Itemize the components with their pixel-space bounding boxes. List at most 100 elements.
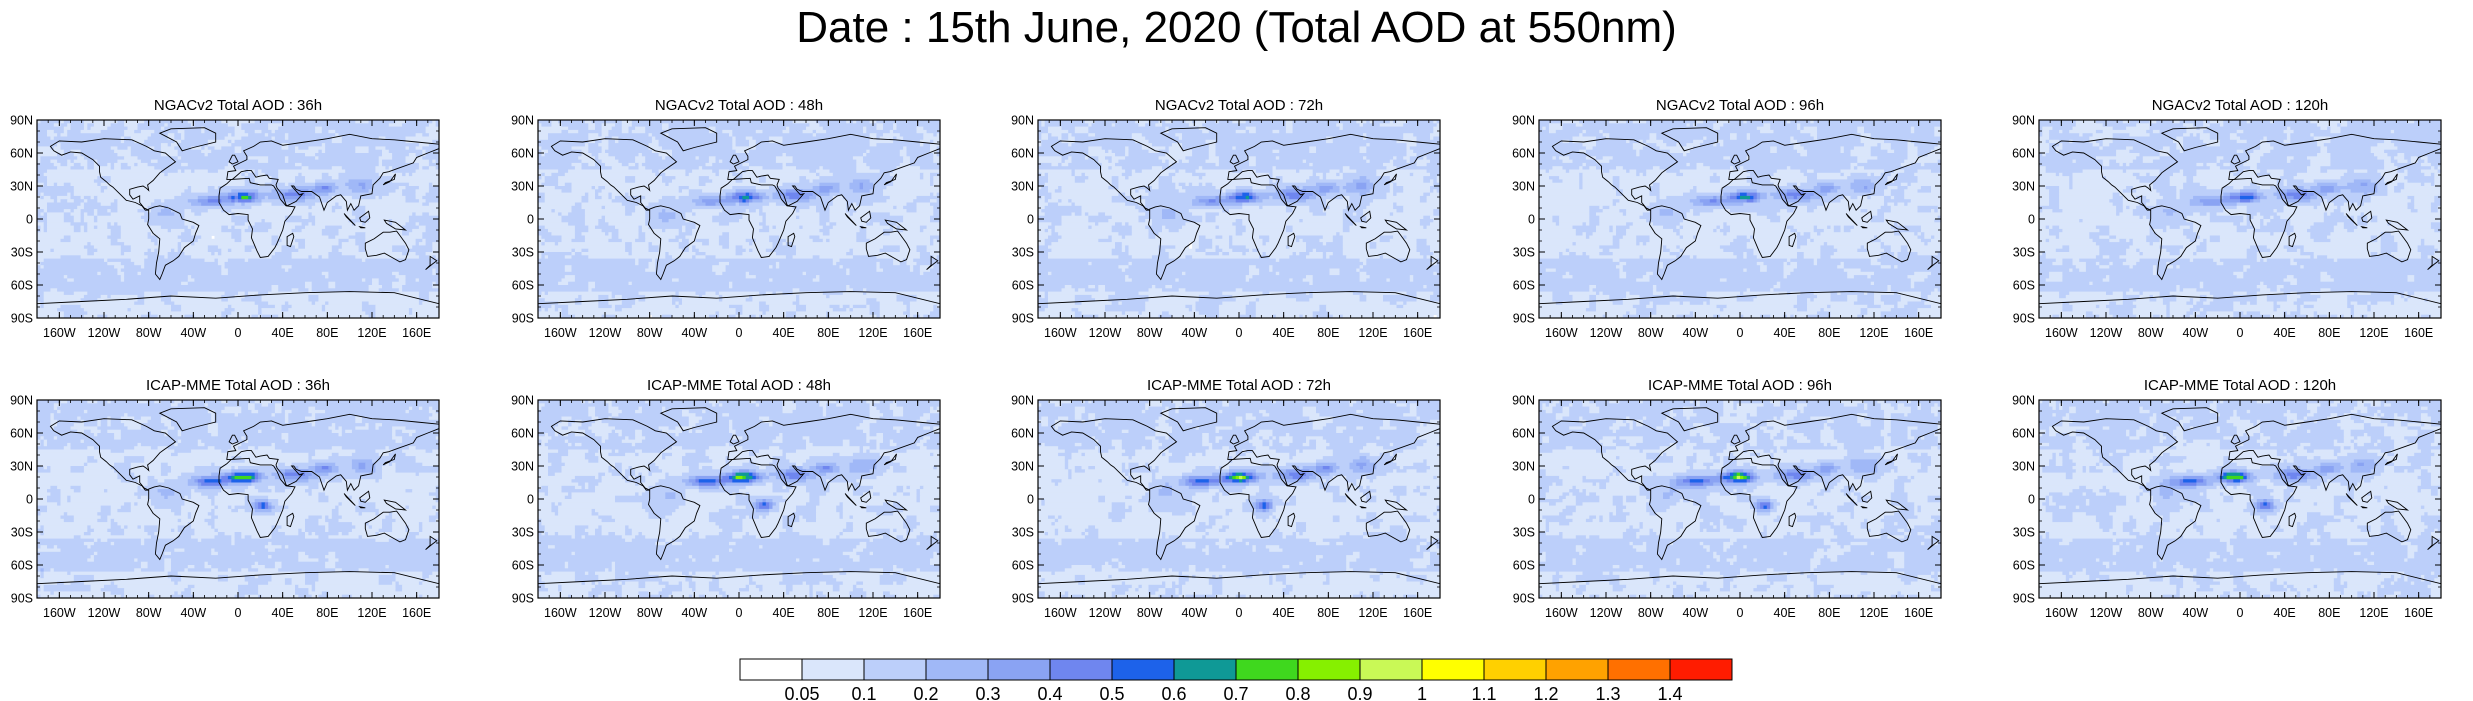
lon-tick-label: 120W	[589, 326, 622, 340]
lat-tick-label: 30S	[512, 526, 534, 540]
map-panel: NGACv2 Total AOD : 120h 90N 60N 30N 0 30S 60S 9…	[2012, 97, 2442, 340]
lon-tick-label: 160W	[2045, 326, 2078, 340]
lon-tick-label: 160W	[43, 326, 76, 340]
lat-tick-label: 90N	[2012, 114, 2035, 128]
colorbar-swatch	[1545, 658, 1609, 681]
lon-tick-label: 0	[235, 326, 242, 340]
lat-tick-label: 60S	[512, 559, 534, 573]
lon-tick-label: 80W	[637, 326, 663, 340]
lat-tick-label: 0	[1027, 213, 1034, 227]
map-panel: ICAP-MME Total AOD : 72h 90N 60N 30N 0 30S 60S…	[1011, 377, 1441, 620]
lon-tick-label: 80E	[817, 606, 839, 620]
lon-tick-label: 160W	[2045, 606, 2078, 620]
lon-tick-label: 40E	[773, 606, 795, 620]
lat-tick-label: 30N	[511, 180, 534, 194]
lat-tick-label: 0	[1528, 213, 1535, 227]
lon-tick-label: 40W	[2182, 326, 2208, 340]
lat-tick-label: 0	[527, 213, 534, 227]
lon-tick-label: 120E	[2359, 326, 2388, 340]
lat-tick-label: 0	[2028, 493, 2035, 507]
colorbar-label: 0.4	[1037, 684, 1062, 701]
lon-tick-label: 40E	[272, 326, 294, 340]
coastlines	[2039, 127, 2441, 318]
panel-title: NGACv2 Total AOD : 48h	[655, 97, 823, 114]
lat-tick-label: 60S	[11, 559, 33, 573]
panel-title: NGACv2 Total AOD : 36h	[154, 97, 322, 114]
colorbar-label: 1	[1417, 684, 1427, 701]
lon-tick-label: 160W	[1044, 326, 1077, 340]
lon-tick-label: 160E	[1403, 606, 1432, 620]
lat-tick-label: 30S	[11, 246, 33, 260]
lon-tick-label: 80W	[1638, 326, 1664, 340]
colorbar-label: 0.1	[851, 684, 876, 701]
coastlines	[37, 407, 439, 598]
lon-tick-label: 160W	[544, 606, 577, 620]
lat-tick-label: 90N	[10, 394, 33, 408]
lon-tick-label: 160W	[1044, 606, 1077, 620]
map-panel: ICAP-MME Total AOD : 120h 90N 60N 30N 0 30S 60…	[2012, 377, 2442, 620]
lat-tick-label: 60S	[2013, 279, 2035, 293]
lat-tick-label: 30S	[1513, 526, 1535, 540]
lon-tick-label: 160E	[1904, 606, 1933, 620]
aod-field	[1038, 400, 1440, 598]
lon-tick-label: 0	[2237, 326, 2244, 340]
colorbar-swatch	[1607, 658, 1671, 681]
colorbar-swatch	[1483, 658, 1547, 681]
colorbar-swatch	[987, 658, 1051, 681]
lon-tick-label: 160E	[402, 606, 431, 620]
lon-tick-label: 120W	[2090, 606, 2123, 620]
colorbar-label: 0.3	[975, 684, 1000, 701]
coastlines	[538, 407, 940, 598]
lat-tick-label: 60N	[1512, 427, 1535, 441]
lon-tick-label: 160E	[1403, 326, 1432, 340]
colorbar-swatch	[801, 658, 865, 681]
lon-tick-label: 80E	[316, 606, 338, 620]
lon-tick-label: 160W	[544, 326, 577, 340]
lon-tick-label: 160E	[2404, 326, 2433, 340]
lat-tick-label: 90S	[1513, 592, 1535, 606]
lat-tick-label: 0	[1027, 493, 1034, 507]
lat-tick-label: 30S	[1012, 246, 1034, 260]
colorbar-label: 0.05	[784, 684, 819, 701]
lat-tick-label: 60N	[511, 427, 534, 441]
lat-tick-label: 90S	[11, 592, 33, 606]
lat-tick-label: 30N	[1512, 180, 1535, 194]
lat-tick-label: 90S	[1513, 312, 1535, 326]
lon-tick-label: 0	[1236, 326, 1243, 340]
colorbar: 0.05 0.1 0.2 0.3 0.4 0.5 0.6 0.7 0.8 0.9 1 1.1 1.2 1.…	[739, 658, 1733, 701]
lon-tick-label: 0	[2237, 606, 2244, 620]
lat-tick-label: 30N	[511, 460, 534, 474]
lat-tick-label: 0	[1528, 493, 1535, 507]
lat-tick-label: 60N	[10, 427, 33, 441]
lon-tick-label: 40E	[773, 326, 795, 340]
lat-tick-label: 90N	[2012, 394, 2035, 408]
lat-tick-label: 60S	[2013, 559, 2035, 573]
lon-tick-label: 0	[1737, 606, 1744, 620]
lon-tick-label: 120E	[858, 606, 887, 620]
lat-tick-label: 30S	[1012, 526, 1034, 540]
lon-tick-label: 40E	[1273, 326, 1295, 340]
lon-tick-label: 0	[1236, 606, 1243, 620]
lon-tick-label: 0	[235, 606, 242, 620]
lat-tick-label: 60N	[1011, 427, 1034, 441]
lat-tick-label: 90S	[512, 312, 534, 326]
coastlines	[538, 127, 940, 318]
lat-tick-label: 0	[26, 213, 33, 227]
lon-tick-label: 80W	[136, 606, 162, 620]
lon-tick-label: 40W	[180, 326, 206, 340]
lon-tick-label: 40W	[1181, 326, 1207, 340]
colorbar-swatch	[1359, 658, 1423, 681]
lat-tick-label: 60S	[512, 279, 534, 293]
lat-tick-label: 30S	[1513, 246, 1535, 260]
aod-field	[37, 120, 439, 318]
lon-tick-label: 120E	[1859, 326, 1888, 340]
colorbar-label: 1.2	[1533, 684, 1558, 701]
lat-tick-label: 90S	[2013, 312, 2035, 326]
lat-tick-label: 30N	[1011, 460, 1034, 474]
lat-tick-label: 30N	[1512, 460, 1535, 474]
lat-tick-label: 60S	[1513, 279, 1535, 293]
panel-title: ICAP-MME Total AOD : 72h	[1147, 377, 1331, 394]
map-panel: NGACv2 Total AOD : 96h 90N 60N 30N 0 30S 60S 90…	[1512, 97, 1942, 340]
lon-tick-label: 80E	[2318, 326, 2340, 340]
colorbar-swatch	[1297, 658, 1361, 681]
